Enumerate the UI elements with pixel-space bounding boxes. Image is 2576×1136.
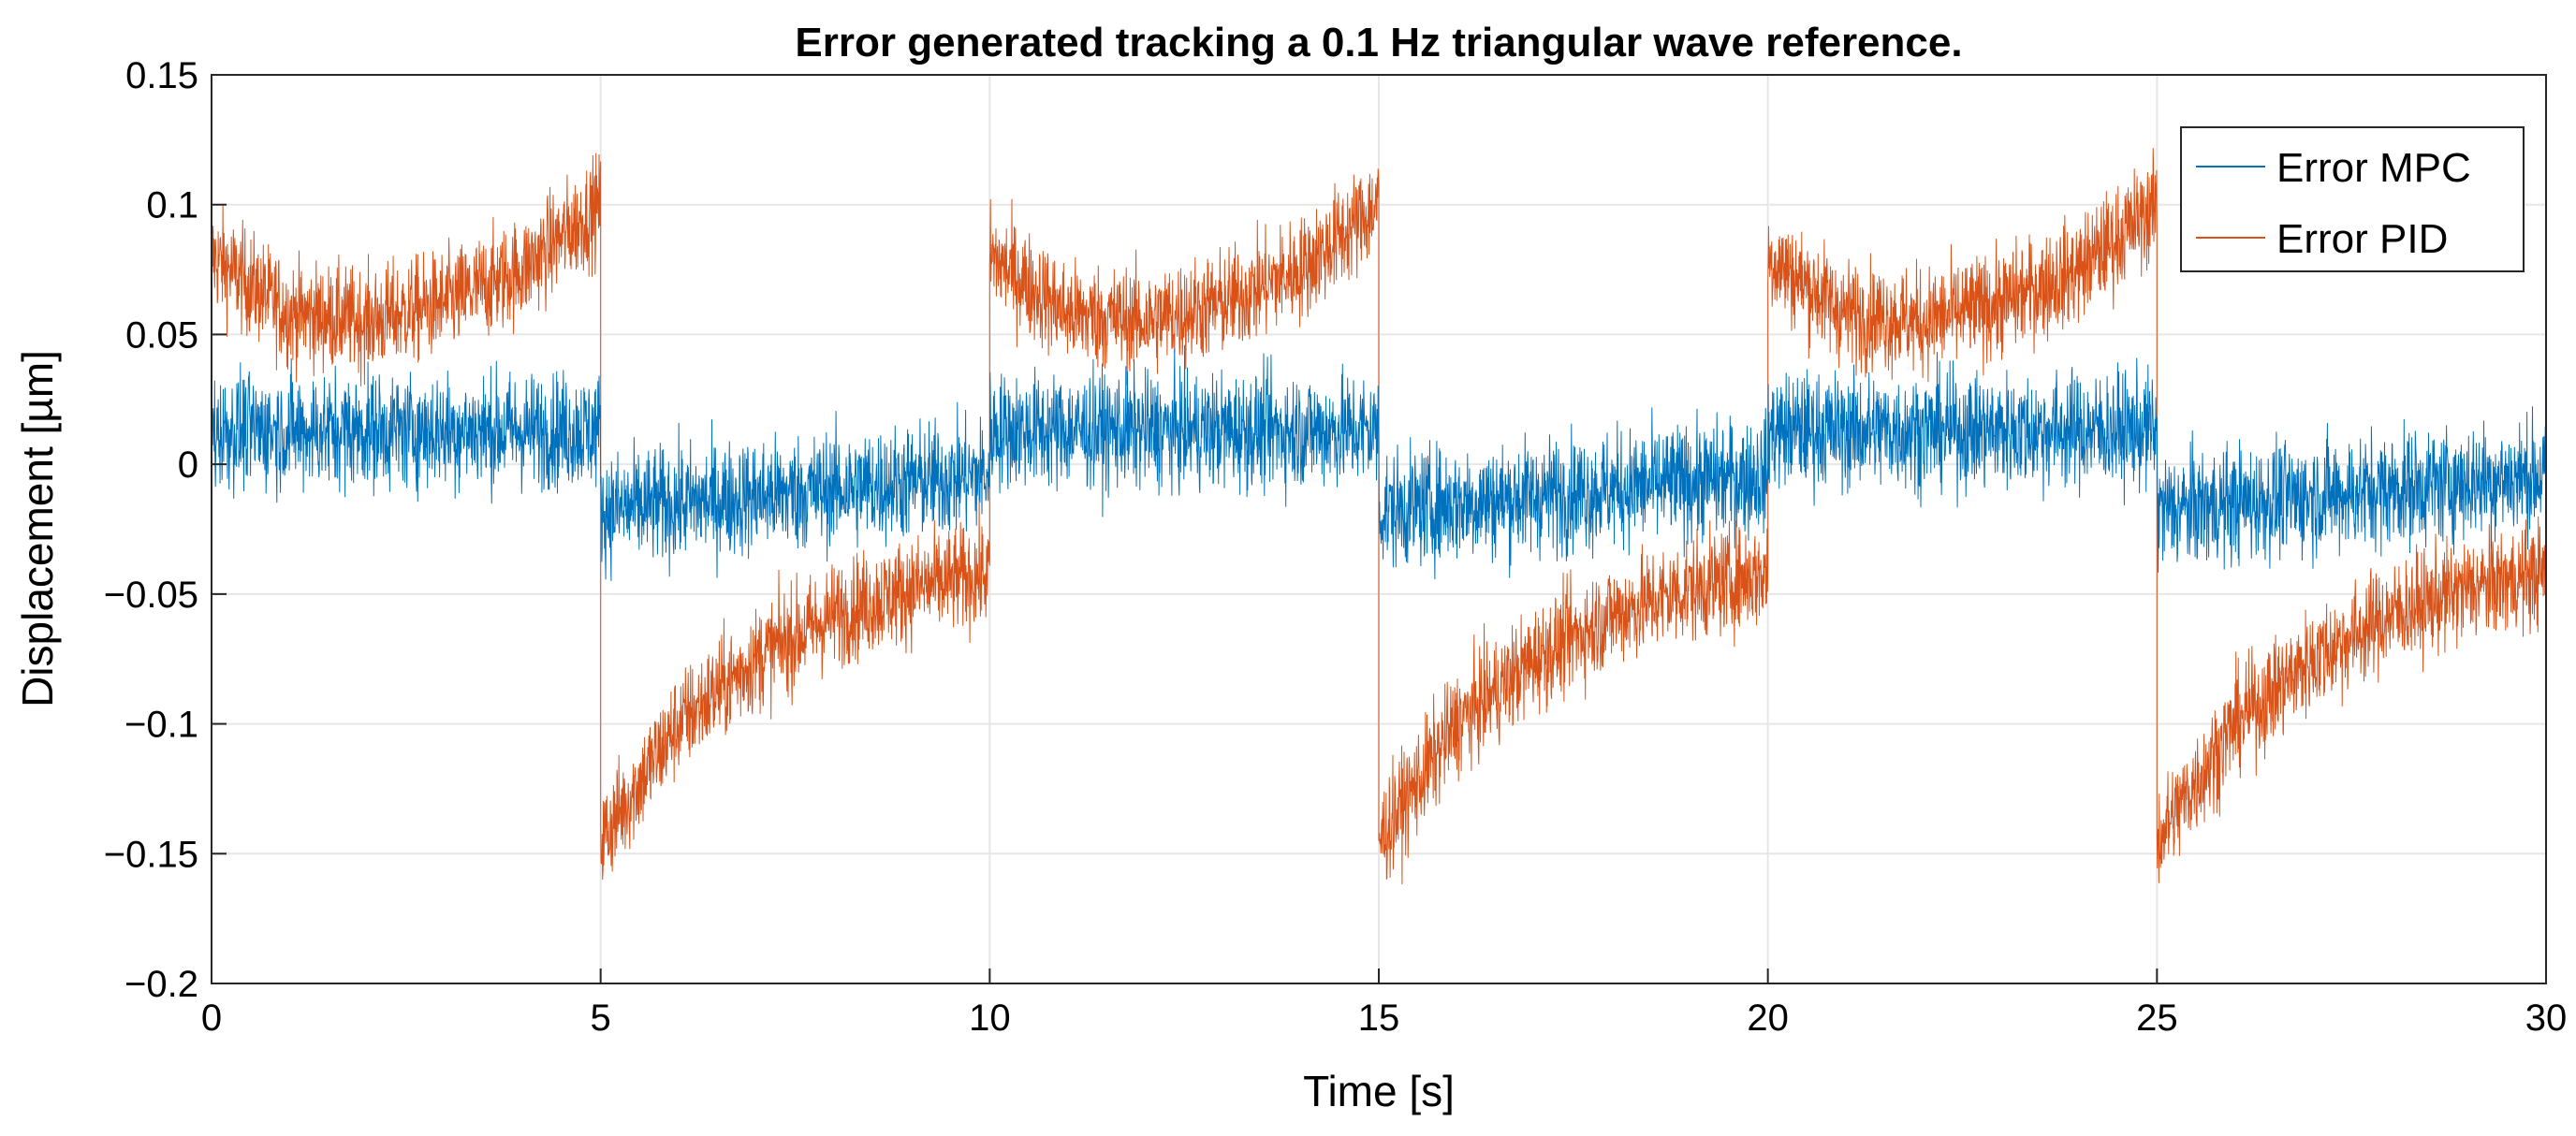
x-tick-label: 15	[1358, 998, 1400, 1039]
y-tick-label: 0.05	[125, 314, 198, 356]
series-layer	[211, 148, 2547, 885]
y-axis-label: Displacement [µm]	[13, 350, 62, 707]
x-tick-label: 0	[201, 998, 222, 1039]
x-tick-label: 25	[2136, 998, 2178, 1039]
y-tick-label: 0	[178, 444, 198, 486]
legend-box	[2180, 126, 2525, 272]
y-ticks: 0.15 0.1 0.05 0 −0.05 −0.1 −0.15 −0.2	[104, 55, 227, 1005]
x-tick-label: 5	[591, 998, 611, 1039]
legend-label-mpc: Error MPC	[2276, 145, 2471, 191]
chart-title: Error generated tracking a 0.1 Hz triang…	[795, 20, 1962, 66]
y-tick-label: −0.1	[124, 705, 198, 746]
x-ticks: 0 5 10 15 20 25 30	[201, 969, 2567, 1039]
x-axis-label: Time [s]	[1303, 1067, 1455, 1115]
series-line-error-mpc	[211, 344, 2547, 581]
x-tick-label: 10	[969, 998, 1011, 1039]
x-tick-label: 30	[2525, 998, 2568, 1039]
y-tick-label: −0.05	[104, 575, 198, 616]
y-tick-label: −0.2	[124, 964, 198, 1005]
y-tick-label: 0.15	[125, 55, 198, 96]
y-tick-label: −0.15	[104, 834, 198, 875]
legend: Error MPC Error PID	[2180, 126, 2525, 272]
y-tick-label: 0.1	[146, 185, 198, 226]
x-tick-label: 20	[1747, 998, 1789, 1039]
legend-label-pid: Error PID	[2276, 216, 2448, 262]
